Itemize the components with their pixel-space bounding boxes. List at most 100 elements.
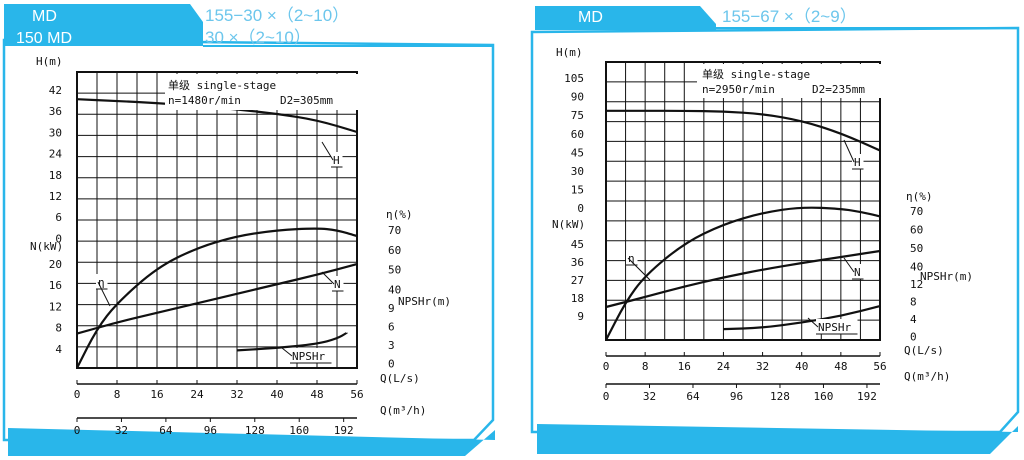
left-curve-label-h: H — [333, 154, 340, 167]
left-q-ls-tick-label: 48 — [310, 388, 323, 401]
left-info-impeller: D2=305mm — [280, 94, 333, 107]
right-q-ls-tick-label: 32 — [756, 360, 769, 373]
right-npsh-tick-label: 12 — [910, 278, 923, 291]
right-curve-label-bg — [852, 154, 864, 169]
left-model-b: 150 MD — [16, 30, 72, 47]
left-q-ls-tick-label: 40 — [270, 388, 283, 401]
left-q-m3h-tick-label: 128 — [245, 424, 265, 437]
right-q-ls-tick-label: 0 — [603, 360, 610, 373]
left-eta-tick-label: 40 — [388, 283, 401, 296]
left-h-tick-label: 24 — [49, 148, 63, 161]
right-curve-n — [605, 249, 881, 309]
right-labels: H(m) 105 90 75 60 45 30 15 0 N(kW) 45 36 27 18 9 η(%) 70… — [552, 46, 973, 403]
right-q-ls-tick-label: 56 — [873, 360, 886, 373]
left-n-tick-label: 16 — [49, 279, 62, 292]
left-spec-b: 30 ×（2~10） — [205, 28, 311, 47]
left-h-tick-label: 42 — [49, 84, 62, 97]
right-h-tick-label: 45 — [571, 146, 584, 159]
right-curve-h — [606, 109, 881, 152]
left-n-axis-label: N(kW) — [30, 240, 63, 253]
right-q-ls-tick-label: 48 — [834, 360, 847, 373]
left-n-tick-label: 20 — [49, 258, 62, 271]
right-curve-leader — [843, 139, 855, 163]
right-info-box — [697, 64, 884, 98]
left-curve-label-bg — [290, 348, 332, 363]
right-h-tick-label: 75 — [571, 109, 584, 122]
left-q-m3h-axis-label: Q(m³/h) — [380, 404, 426, 417]
right-curve-label-npshr: NPSHr — [818, 321, 851, 334]
left-npsh-tick-label: 0 — [388, 358, 395, 371]
right-q-m3h-tick-label: 192 — [857, 390, 877, 403]
left-model-a: MD — [32, 8, 57, 25]
left-npsh-tick-label: 3 — [388, 339, 395, 352]
right-q-m3h-tick-label: 64 — [686, 390, 700, 403]
left-curve-label-npshr: NPSHr — [292, 350, 325, 363]
left-npsh-tick-label: 9 — [388, 302, 395, 315]
right-model-a: MD — [578, 9, 603, 26]
right-q-m3h-axis-label: Q(m³/h) — [904, 370, 950, 383]
left-curve-label-bg — [331, 152, 343, 167]
right-eta-tick-label: 40 — [910, 261, 923, 274]
right-h-tick-label: 15 — [571, 184, 584, 197]
right-n-tick-label: 18 — [571, 292, 584, 305]
right-n-tick-label: 36 — [571, 256, 584, 269]
right-info-speed: n=2950r/min — [702, 83, 775, 96]
left-curve-npshr — [236, 331, 348, 352]
left-curve-leader — [321, 271, 335, 285]
left-info-stage: 单级 single-stage — [168, 79, 276, 92]
right-npsh-tick-label: 4 — [910, 313, 917, 326]
left-h-tick-label: 30 — [49, 126, 62, 139]
right-curves: Hη N NPSHr — [605, 109, 882, 341]
left-q-ls-tick-label: 32 — [230, 388, 243, 401]
right-n-axis-label: N(kW) — [552, 218, 585, 231]
right-curve-npshr — [723, 305, 881, 331]
right-h-tick-label: 90 — [571, 91, 584, 104]
left-curve-n — [76, 263, 358, 335]
right-q-m3h-tick-label: 160 — [814, 390, 834, 403]
left-info-box — [165, 74, 358, 110]
left-n-tick-label: 12 — [49, 300, 62, 313]
right-npsh-tick-label: 8 — [910, 296, 917, 309]
left-curve-leader — [97, 281, 111, 307]
right-h-tick-label: 30 — [571, 165, 584, 178]
left-q-m3h-tick-label: 160 — [289, 424, 309, 437]
right-h-tick-label: 105 — [564, 72, 584, 85]
left-eta-axis-label: η(%) — [386, 208, 413, 221]
right-eta-tick-label: 70 — [910, 205, 923, 218]
left-curve-label-eta: η — [98, 276, 105, 289]
left-curve-eta — [76, 227, 359, 369]
left-spec-a: 155−30 ×（2~10） — [205, 6, 349, 25]
right-eta-tick-label: 60 — [910, 224, 923, 237]
left-q-ls-tick-label: 16 — [150, 388, 163, 401]
left-grid-border — [76, 71, 358, 369]
left-q-m3h-tick-label: 192 — [334, 424, 354, 437]
right-curve-eta — [605, 206, 882, 341]
right-curve-label-eta: η — [628, 252, 635, 265]
right-npsh-axis-label: NPSHr(m) — [920, 270, 973, 283]
left-curve-label-bg — [332, 276, 344, 291]
left-q-m3h-tick-label: 64 — [159, 424, 173, 437]
right-h-axis-label: H(m) — [556, 46, 583, 59]
left-grid — [76, 71, 358, 369]
right-q-ls-tick-label: 40 — [795, 360, 808, 373]
right-curve-label-h: H — [854, 156, 861, 169]
right-grid — [605, 61, 881, 341]
right-n-tick-label: 9 — [577, 310, 584, 323]
left-eta-tick-label: 60 — [388, 244, 401, 257]
right-n-tick-label: 45 — [571, 238, 584, 251]
left-q-ls-tick-label: 24 — [190, 388, 204, 401]
left-h-tick-label: 36 — [49, 105, 62, 118]
right-q-m3h-tick-label: 0 — [603, 390, 610, 403]
left-q-ls-tick-label: 8 — [114, 388, 121, 401]
right-curve-label-bg — [816, 319, 858, 334]
right-info-stage: 单级 single-stage — [702, 68, 810, 81]
right-curve-label-n: N — [854, 266, 861, 279]
right-grid-border — [605, 61, 881, 341]
left-h-tick-label: 18 — [49, 169, 62, 182]
left-q-ls-tick-label: 56 — [350, 388, 363, 401]
left-n-tick-label: 8 — [55, 322, 62, 335]
right-curve-leader — [807, 317, 819, 328]
left-eta-tick-label: 50 — [388, 264, 401, 277]
right-h-tick-label: 60 — [571, 128, 584, 141]
